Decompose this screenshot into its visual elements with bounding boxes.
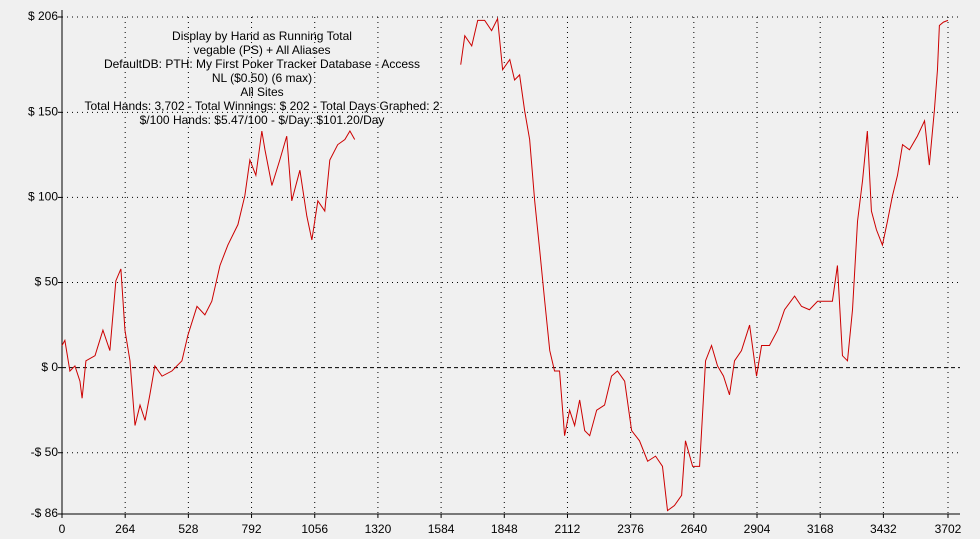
- x-tick-label: 2112: [555, 522, 581, 536]
- y-tick-label: $ 50: [35, 275, 59, 289]
- line: [460, 16, 949, 512]
- x-tick-label: 2904: [744, 522, 771, 536]
- x-tick-label: 2376: [617, 522, 644, 536]
- x-tick-label: 1848: [491, 522, 518, 536]
- x-tick-label: 1584: [428, 522, 455, 536]
- y-tick-label: $ 150: [28, 104, 58, 118]
- x-tick-label: 1056: [301, 522, 328, 536]
- y-tick-label: $ 0: [41, 360, 58, 374]
- title-line: DefaultDB: PTH: My First Poker Tracker D…: [104, 57, 420, 71]
- title-line: NL ($0.50) (6 max): [212, 71, 312, 85]
- title-line: All Sites: [240, 85, 283, 99]
- title-line: $/100 Hands: $5.47/100 - $/Day: $101.20/…: [140, 113, 385, 127]
- y-tick-label: $ 206: [28, 9, 58, 23]
- x-tick-label: 264: [115, 522, 135, 536]
- x-tick-label: 3432: [870, 522, 897, 536]
- title-line: Display by Hand as Running Total: [172, 29, 352, 43]
- x-tick-label: 792: [242, 522, 262, 536]
- x-tick-label: 3168: [807, 522, 834, 536]
- y-tick-label: $ 100: [28, 190, 58, 204]
- line: [61, 130, 356, 426]
- title-line: vegable (PS) + All Aliases: [193, 43, 330, 57]
- x-tick-label: 3702: [935, 522, 962, 536]
- x-tick-label: 0: [59, 522, 66, 536]
- y-tick-label: -$ 50: [31, 445, 59, 459]
- title-line: Total Hands: 3,702 - Total Winnings: $ 2…: [84, 99, 439, 113]
- x-tick-label: 1320: [365, 522, 392, 536]
- x-tick-label: 2640: [680, 522, 707, 536]
- x-tick-label: 528: [178, 522, 198, 536]
- y-tick-label: -$ 86: [31, 506, 59, 520]
